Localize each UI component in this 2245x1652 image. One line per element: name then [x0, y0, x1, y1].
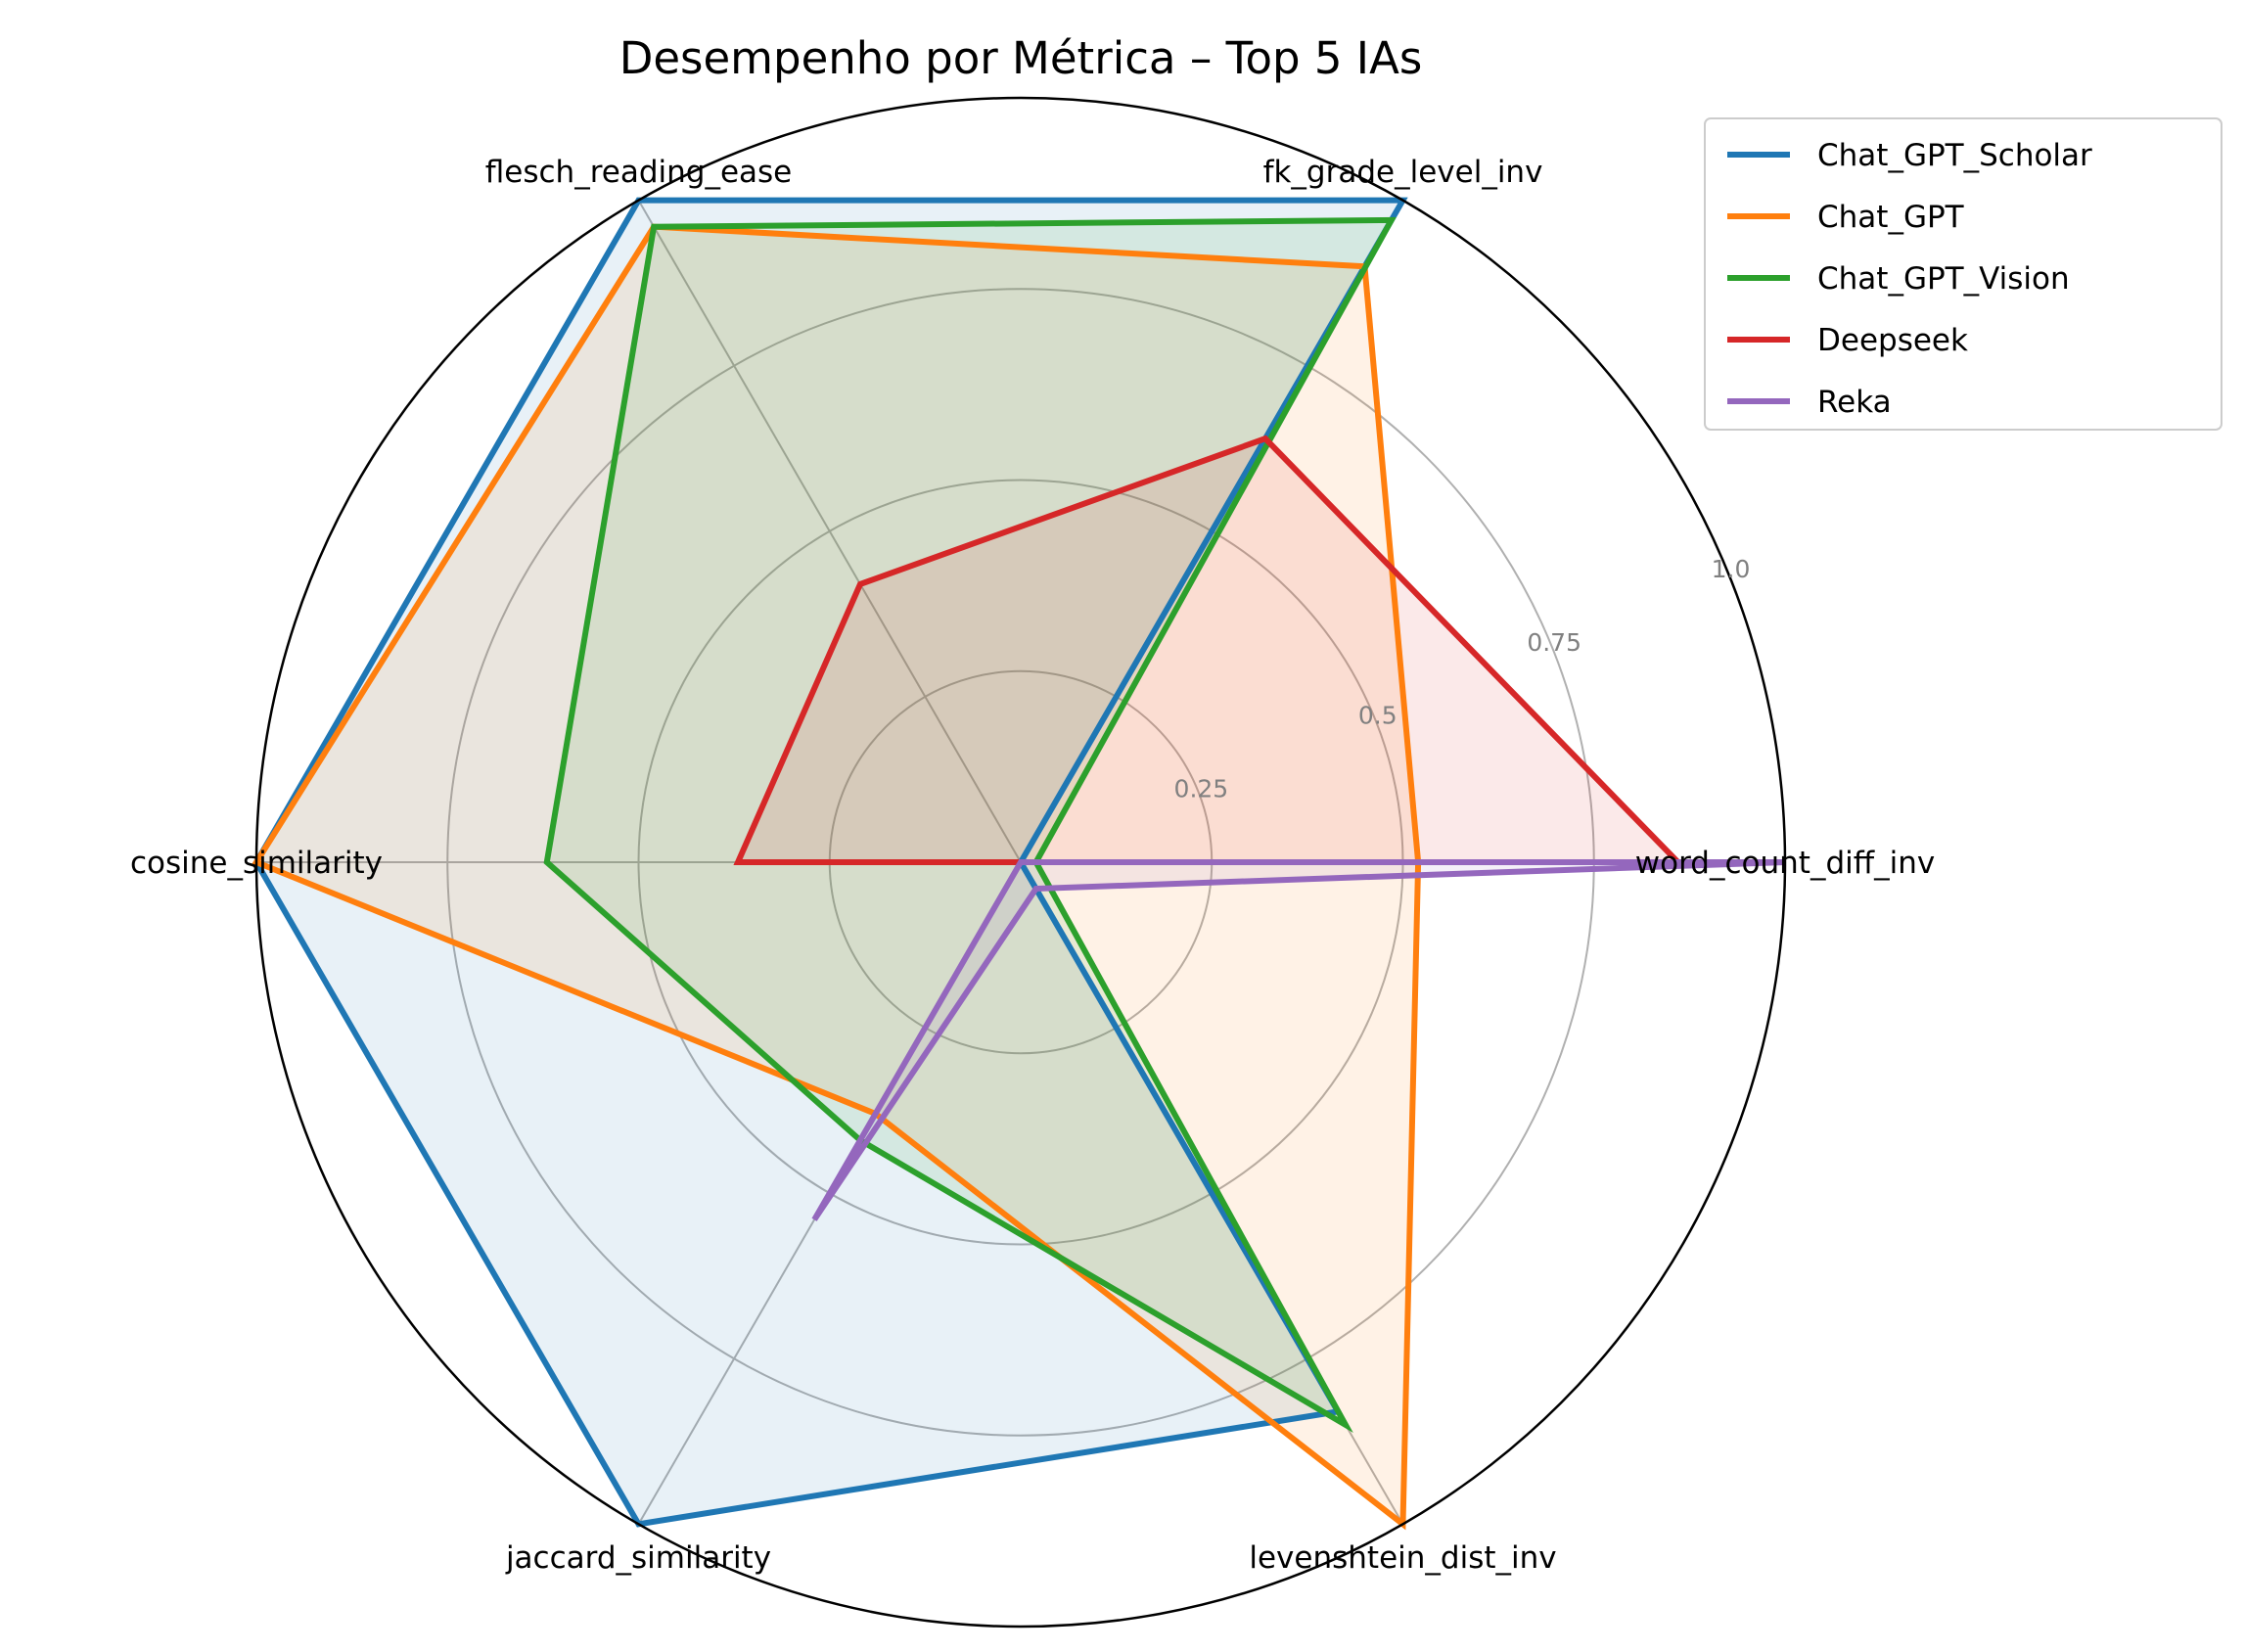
series-area [546, 219, 1392, 1425]
axis-label: word_count_diff_inv [1635, 846, 1935, 881]
tick-label: 0.75 [1527, 628, 1581, 657]
legend: Chat_GPT_Scholar Chat_GPT Chat_GPT_Vision D… [1704, 117, 2222, 431]
grid-spoke [637, 200, 1022, 863]
legend-label: Chat_GPT [1817, 200, 1965, 235]
axis-label: flesch_reading_ease [485, 155, 792, 190]
legend-label: Chat_GPT_Vision [1817, 261, 2070, 297]
axis-label: jaccard_similarity [505, 1540, 771, 1576]
chart-title: Desempenho por Métrica – Top 5 IAs [619, 32, 1423, 84]
tick-label: 1.0 [1712, 555, 1751, 583]
series-line [543, 216, 1397, 1434]
outer-frame [254, 96, 1787, 1629]
radial-tick-labels: 0.25 0.5 0.75 1.0 [1174, 555, 1751, 803]
axis-label: levenshtein_dist_inv [1249, 1540, 1556, 1576]
legend-label: Deepseek [1817, 323, 1968, 358]
series-area [256, 226, 1419, 1525]
legend-label: Chat_GPT_Scholar [1817, 138, 2092, 173]
series-layer [252, 197, 1786, 1531]
axis-labels: word_count_diff_inv fk_grade_level_inv fle… [130, 155, 1935, 1576]
tick-label: 0.25 [1174, 774, 1229, 803]
axis-label: cosine_similarity [130, 846, 383, 881]
tick-label: 0.5 [1358, 702, 1397, 730]
legend-label: Reka [1817, 385, 1892, 420]
series-line [811, 859, 1786, 1221]
legend-frame [1704, 117, 2222, 431]
axis-label: fk_grade_level_inv [1263, 155, 1543, 190]
